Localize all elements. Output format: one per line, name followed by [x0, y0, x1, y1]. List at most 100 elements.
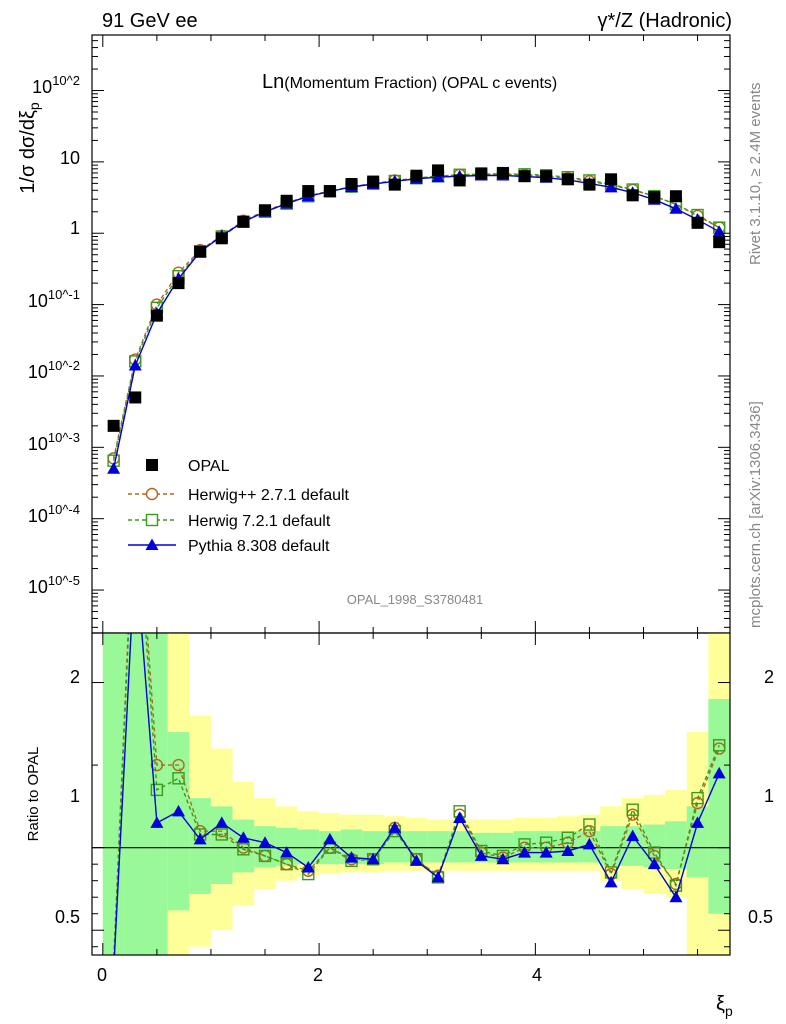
ratio-point-pythia-8-308-default	[409, 854, 423, 866]
ratio-band-inner	[665, 821, 687, 870]
ratio-point-herwig-7-2-1-default	[258, 849, 272, 863]
main-point-opal	[388, 178, 401, 191]
ytick-exp-m2: 10^-2	[48, 358, 80, 373]
ratio-band-inner	[621, 826, 644, 866]
ratio-point-herwig-7-2-1-default	[712, 739, 726, 752]
main-axis-ticks	[92, 34, 730, 633]
ratio-point-pythia-8-308-default	[301, 860, 315, 873]
main-point-opal	[432, 164, 445, 177]
ratio-band-inner	[708, 699, 730, 914]
ratio-ytick-1-left: 1	[70, 786, 80, 806]
ratio-band-inner	[102, 633, 125, 955]
main-point-opal	[691, 216, 704, 229]
ratio-point-pythia-8-308-default	[453, 811, 467, 823]
xtick-label-4: 4	[532, 965, 542, 985]
ratio-point-pythia-8-308-default	[193, 832, 207, 845]
legend-marker-opal	[146, 459, 158, 471]
main-point-opal	[194, 245, 207, 258]
ytick-exp-m5: 10^-5	[48, 573, 80, 588]
ytick-label-1e-2: 1010^-2	[28, 358, 80, 382]
rivet-version-label: Rivet 3.1.10, ≥ 2.4M events	[747, 83, 764, 266]
legend-marker-herwigpp	[145, 487, 159, 501]
main-point-pythia-8-308-default	[604, 180, 618, 193]
ratio-point-pythia-8-308-default	[496, 852, 510, 865]
ratio-point-herwig-2-7-1-default	[108, 958, 119, 969]
ratio-band-inner	[600, 826, 622, 866]
plot-title: Ln(Momentum Fraction) (OPAL c events)	[262, 71, 557, 93]
ytick-label-1e-5: 1010^-5	[28, 573, 80, 597]
main-line-herwig-2-7-1-default	[112, 173, 720, 459]
main-point-pythia-8-308-default	[128, 359, 142, 371]
ratio-point-herwig-7-2-1-default	[691, 791, 704, 805]
ytick-exp-m1: 10^-1	[48, 287, 80, 302]
ratio-band-inner	[297, 829, 320, 865]
ratio-ytick-05-left: 0.5	[55, 907, 80, 927]
ratio-ylabel: Ratio to OPAL	[25, 747, 42, 842]
ratio-plot-panel: Ratio to OPAL 2 1 0.5 2 1 0.5 0 2 4 ξp	[25, 632, 774, 1019]
ratio-point-herwig-7-2-1-default	[280, 857, 293, 871]
ratio-point-pythia-8-308-default	[107, 965, 120, 977]
legend-entry-pythia: Pythia 8.308 default	[128, 538, 330, 555]
legend-label-opal: OPAL	[188, 458, 230, 475]
main-point-pythia-8-308-default	[431, 170, 445, 183]
legend-marker-pythia	[145, 538, 159, 550]
ratio-point-pythia-8-308-default	[345, 851, 359, 863]
ratio-band-inner	[427, 831, 449, 863]
legend-label-pythia: Pythia 8.308 default	[188, 538, 330, 555]
ratio-point-pythia-8-308-default	[388, 821, 402, 833]
ytick-exp-m4: 10^-4	[48, 502, 80, 517]
ratio-point-herwig-7-2-1-default	[237, 843, 250, 856]
main-point-opal	[280, 194, 293, 207]
ratio-axis-ticks	[92, 633, 730, 955]
ratio-ytick-05-right: 0.5	[748, 907, 773, 927]
ytick-label-1e-1: 1010^-1	[28, 287, 80, 311]
ratio-point-pythia-8-308-default	[474, 849, 488, 861]
main-point-opal	[518, 170, 531, 183]
ratio-point-pythia-8-308-default	[582, 837, 596, 850]
main-point-opal	[129, 391, 142, 404]
main-point-opal	[713, 236, 726, 249]
mcplots-label: mcplots.cern.ch [arXiv:1306.3436]	[747, 401, 764, 628]
ytick-label-1e-4: 1010^-4	[28, 502, 80, 526]
ratio-point-herwig-7-2-1-default	[626, 803, 639, 816]
main-point-opal	[345, 177, 358, 190]
legend-label-herwigpp: Herwig++ 2.7.1 default	[188, 487, 350, 504]
header-left: 91 GeV ee	[102, 10, 198, 32]
ratio-point-pythia-8-308-default	[626, 829, 640, 842]
xlabel: ξp	[716, 993, 733, 1019]
main-point-pythia-8-308-default	[107, 462, 121, 474]
legend-entry-opal: OPAL	[146, 458, 230, 475]
ratio-point-herwig-7-2-1-default	[172, 772, 185, 785]
ratio-point-pythia-8-308-default	[215, 816, 229, 828]
ratio-band-inner	[448, 831, 471, 863]
main-point-opal	[410, 169, 423, 182]
main-point-pythia-8-308-default	[712, 225, 726, 237]
main-point-opal	[605, 173, 618, 186]
xtick-label-2: 2	[313, 965, 323, 985]
ytick-exp-2: 10^2	[52, 73, 80, 88]
main-point-opal	[496, 166, 509, 179]
main-data-layer	[107, 164, 726, 474]
ratio-point-pythia-8-308-default	[691, 816, 705, 828]
ratio-point-pythia-8-308-default	[647, 857, 661, 870]
main-point-opal	[107, 419, 120, 432]
ratio-point-pythia-8-308-default	[150, 816, 164, 828]
main-point-opal	[215, 232, 228, 245]
ratio-point-herwig-2-7-1-default	[583, 824, 596, 838]
ratio-point-pythia-8-308-default	[561, 844, 575, 856]
ytick-label-1: 1	[70, 218, 80, 238]
ratio-point-pythia-8-308-default	[669, 890, 683, 903]
ratio-ytick-2-right: 2	[764, 667, 774, 687]
ratio-point-herwig-2-7-1-default	[150, 758, 164, 772]
ratio-ytick-1-right: 1	[764, 786, 774, 806]
legend-label-herwig7: Herwig 7.2.1 default	[188, 513, 331, 530]
ratio-data-layer	[92, 633, 730, 977]
legend-marker-herwig7	[145, 513, 159, 527]
main-point-opal	[302, 185, 315, 198]
main-line-pythia-8-308-default	[112, 174, 720, 469]
legend-entry-herwigpp: Herwig++ 2.7.1 default	[128, 487, 350, 504]
ratio-point-pythia-8-308-default	[604, 875, 618, 888]
main-point-opal	[669, 190, 682, 203]
main-point-opal	[453, 174, 466, 187]
